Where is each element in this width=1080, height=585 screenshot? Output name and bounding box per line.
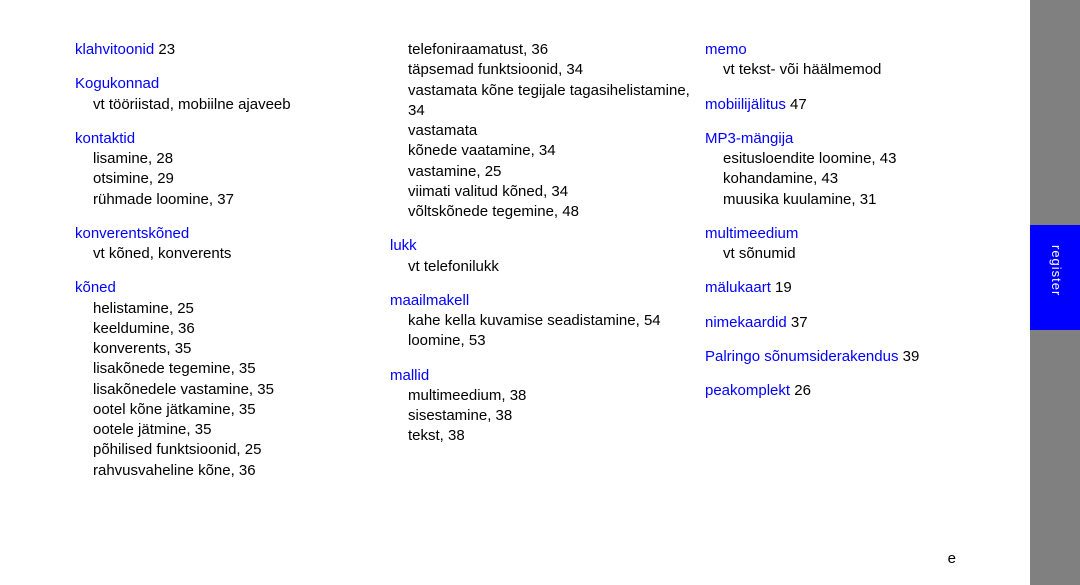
index-entry: kõned helistamine, 25 keeldumine, 36 kon… xyxy=(75,278,380,481)
index-subentry: võltskõnede tegemine, 48 xyxy=(408,202,695,222)
index-subentry: vastamine, 25 xyxy=(408,162,695,182)
index-entry: multimeedium vt sõnumid xyxy=(705,224,1010,265)
index-term: nimekaardid xyxy=(705,314,787,331)
index-column-1: klahvitoonid 23 Kogukonnad vt tööriistad… xyxy=(75,40,390,495)
index-entry: telefoniraamatust, 36 täpsemad funktsioo… xyxy=(390,40,695,222)
index-subentry: lisakõnede tegemine, 35 xyxy=(93,359,380,379)
index-subentry: vt sõnumid xyxy=(723,244,1010,264)
index-entry: MP3-mängija esitusloendite loomine, 43 k… xyxy=(705,129,1010,210)
index-entry: lukk vt telefonilukk xyxy=(390,236,695,277)
index-subentry: vt tööriistad, mobiilne ajaveeb xyxy=(93,95,380,115)
index-term: lukk xyxy=(390,236,695,256)
index-subentry: kohandamine, 43 xyxy=(723,169,1010,189)
index-subentries: vt tööriistad, mobiilne ajaveeb xyxy=(75,95,380,115)
index-subentry: ootele jätmine, 35 xyxy=(93,420,380,440)
index-subentry: rühmade loomine, 37 xyxy=(93,190,380,210)
index-entry: memo vt tekst- või häälmemod xyxy=(705,40,1010,81)
index-subentry: ootel kõne jätkamine, 35 xyxy=(93,400,380,420)
section-tab-label: register xyxy=(1049,245,1064,296)
index-column-3: memo vt tekst- või häälmemod mobiilijäli… xyxy=(705,40,1020,495)
index-subentry: vastamata xyxy=(408,121,695,141)
index-entry: konverentskõned vt kõned, konverents xyxy=(75,224,380,265)
index-term: Kogukonnad xyxy=(75,74,380,94)
index-subentries: kahe kella kuvamise seadistamine, 54 loo… xyxy=(390,311,695,352)
index-term: multimeedium xyxy=(705,224,1010,244)
index-subentry: viimati valitud kõned, 34 xyxy=(408,182,695,202)
index-term: kontaktid xyxy=(75,129,380,149)
index-subentry: lisakõnedele vastamine, 35 xyxy=(93,380,380,400)
index-subentry: kahe kella kuvamise seadistamine, 54 xyxy=(408,311,695,331)
index-subentry: vt tekst- või häälmemod xyxy=(723,60,1010,80)
index-subentries: vt telefonilukk xyxy=(390,257,695,277)
index-term: konverentskõned xyxy=(75,224,380,244)
index-page-number: 23 xyxy=(158,41,175,58)
index-entry: maailmakell kahe kella kuvamise seadista… xyxy=(390,291,695,352)
index-subentry: tekst, 38 xyxy=(408,426,695,446)
index-subentry: lisamine, 28 xyxy=(93,149,380,169)
index-subentry: otsimine, 29 xyxy=(93,169,380,189)
index-subentry: rahvusvaheline kõne, 36 xyxy=(93,461,380,481)
footer-letter: e xyxy=(948,550,956,567)
index-subentries: multimeedium, 38 sisestamine, 38 tekst, … xyxy=(390,386,695,447)
index-term: Palringo sõnumsiderakendus xyxy=(705,348,898,365)
index-entry: klahvitoonid 23 xyxy=(75,40,380,60)
index-term: maailmakell xyxy=(390,291,695,311)
index-term: klahvitoonid xyxy=(75,41,154,58)
index-entry: mälukaart 19 xyxy=(705,278,1010,298)
index-columns: klahvitoonid 23 Kogukonnad vt tööriistad… xyxy=(75,40,1030,495)
index-subentry: sisestamine, 38 xyxy=(408,406,695,426)
index-subentry: keeldumine, 36 xyxy=(93,319,380,339)
index-subentries: helistamine, 25 keeldumine, 36 konverent… xyxy=(75,299,380,481)
index-entry: mallid multimeedium, 38 sisestamine, 38 … xyxy=(390,366,695,447)
index-page: klahvitoonid 23 Kogukonnad vt tööriistad… xyxy=(0,0,1030,585)
index-subentry: telefoniraamatust, 36 xyxy=(408,40,695,60)
index-entry: peakomplekt 26 xyxy=(705,381,1010,401)
index-subentries: esitusloendite loomine, 43 kohandamine, … xyxy=(705,149,1010,210)
index-term: mallid xyxy=(390,366,695,386)
index-subentry: kõnede vaatamine, 34 xyxy=(408,141,695,161)
index-column-2: telefoniraamatust, 36 täpsemad funktsioo… xyxy=(390,40,705,495)
index-subentry: täpsemad funktsioonid, 34 xyxy=(408,60,695,80)
index-term: mälukaart xyxy=(705,279,771,296)
index-subentry: põhilised funktsioonid, 25 xyxy=(93,440,380,460)
index-page-number: 39 xyxy=(903,348,920,365)
index-subentry: vastamata kõne tegijale tagasihelistamin… xyxy=(408,81,695,122)
index-subentry: vt telefonilukk xyxy=(408,257,695,277)
index-page-number: 19 xyxy=(775,279,792,296)
index-subentry: helistamine, 25 xyxy=(93,299,380,319)
index-entry: nimekaardid 37 xyxy=(705,313,1010,333)
index-term: kõned xyxy=(75,278,380,298)
index-entry: mobiilijälitus 47 xyxy=(705,95,1010,115)
index-subentries: vt sõnumid xyxy=(705,244,1010,264)
index-term: mobiilijälitus xyxy=(705,96,786,113)
index-subentry: vt kõned, konverents xyxy=(93,244,380,264)
index-term: peakomplekt xyxy=(705,382,790,399)
index-subentry: muusika kuulamine, 31 xyxy=(723,190,1010,210)
index-subentry: multimeedium, 38 xyxy=(408,386,695,406)
index-page-number: 37 xyxy=(791,314,808,331)
index-entry: Palringo sõnumsiderakendus 39 xyxy=(705,347,1010,367)
index-subentries: lisamine, 28 otsimine, 29 rühmade loomin… xyxy=(75,149,380,210)
index-entry: Kogukonnad vt tööriistad, mobiilne ajave… xyxy=(75,74,380,115)
index-subentry: konverents, 35 xyxy=(93,339,380,359)
index-term: memo xyxy=(705,40,1010,60)
index-subentries: vt kõned, konverents xyxy=(75,244,380,264)
index-subentries: vt tekst- või häälmemod xyxy=(705,60,1010,80)
index-subentry: loomine, 53 xyxy=(408,331,695,351)
index-entry: kontaktid lisamine, 28 otsimine, 29 rühm… xyxy=(75,129,380,210)
index-term: MP3-mängija xyxy=(705,129,1010,149)
index-page-number: 26 xyxy=(794,382,811,399)
index-subentry: esitusloendite loomine, 43 xyxy=(723,149,1010,169)
index-page-number: 47 xyxy=(790,96,807,113)
index-subentries: telefoniraamatust, 36 täpsemad funktsioo… xyxy=(390,40,695,222)
